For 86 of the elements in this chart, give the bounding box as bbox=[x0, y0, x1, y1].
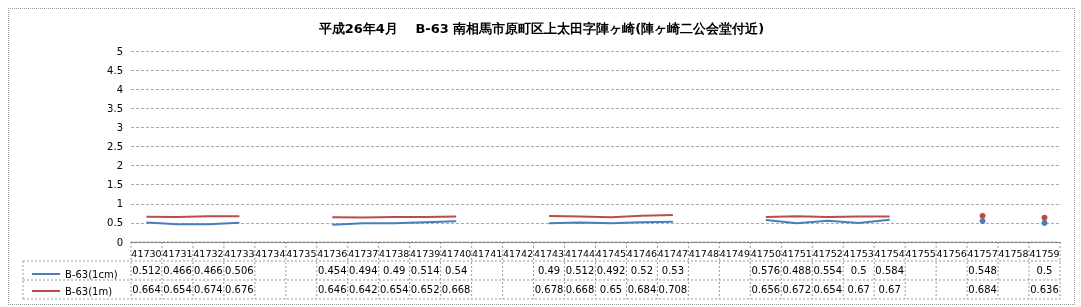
data-label: 0.466 bbox=[194, 265, 223, 276]
data-label: 0.678 bbox=[534, 284, 564, 295]
x-tick-label: 41757 bbox=[967, 247, 998, 259]
data-label: 0.654 bbox=[163, 284, 192, 295]
x-tick-label: 41751 bbox=[781, 247, 812, 259]
x-tick-label: 41733 bbox=[224, 247, 255, 259]
x-tick-label: 41746 bbox=[626, 247, 658, 259]
x-tick-label: 41756 bbox=[936, 247, 967, 259]
data-label: 0.636 bbox=[1030, 284, 1059, 295]
x-tick-label: 41748 bbox=[688, 247, 719, 259]
x-tick-label: 41732 bbox=[193, 247, 224, 259]
y-tick-label: 4 bbox=[116, 83, 123, 95]
x-tick-label: 41754 bbox=[874, 247, 905, 259]
data-label: 0.488 bbox=[782, 265, 812, 276]
y-tick-label: 3.5 bbox=[107, 102, 123, 114]
y-tick-label: 5 bbox=[116, 45, 123, 57]
data-label: 0.674 bbox=[194, 284, 223, 295]
data-label: 0.646 bbox=[317, 284, 347, 295]
y-tick-label: 3 bbox=[116, 121, 123, 133]
x-tick-label: 41741 bbox=[472, 247, 503, 259]
y-tick-label: 0.5 bbox=[107, 217, 123, 229]
data-label: 0.654 bbox=[379, 284, 409, 295]
data-label: 0.67 bbox=[847, 284, 870, 295]
x-tick-label: 41745 bbox=[595, 247, 627, 259]
data-label: 0.576 bbox=[751, 265, 781, 276]
data-label: 0.514 bbox=[410, 265, 440, 276]
chart-title: 平成26年4月 B-63 南相馬市原町区上太田字陣ヶ崎(陣ヶ崎二公会堂付近) bbox=[317, 21, 765, 36]
x-tick-label: 41731 bbox=[162, 247, 193, 259]
data-label: 0.652 bbox=[410, 284, 440, 295]
data-label: 0.506 bbox=[225, 265, 254, 276]
data-label: 0.642 bbox=[348, 284, 378, 295]
data-label: 0.67 bbox=[878, 284, 901, 295]
data-label: 0.664 bbox=[132, 284, 161, 295]
x-tick-label: 41755 bbox=[905, 247, 936, 259]
data-label: 0.512 bbox=[565, 265, 595, 276]
data-label: 0.676 bbox=[225, 284, 254, 295]
y-tick-label: 1 bbox=[116, 198, 123, 210]
y-tick-label: 2.5 bbox=[107, 141, 123, 152]
x-tick-label: 41758 bbox=[998, 247, 1029, 259]
data-label: 0.684 bbox=[627, 284, 657, 295]
data-label: 0.554 bbox=[813, 265, 843, 276]
data-label: 0.65 bbox=[599, 284, 623, 295]
y-tick-label: 2 bbox=[116, 160, 123, 172]
data-label: 0.512 bbox=[132, 265, 161, 276]
data-label: 0.52 bbox=[630, 265, 654, 276]
data-label: 0.668 bbox=[565, 284, 595, 295]
x-tick-label: 41736 bbox=[317, 247, 348, 259]
data-label: 0.654 bbox=[813, 284, 843, 295]
x-tick-label: 41740 bbox=[441, 247, 472, 259]
data-label: 0.584 bbox=[875, 265, 904, 276]
data-label: 0.54 bbox=[445, 265, 468, 276]
data-label: 0.454 bbox=[317, 265, 347, 276]
x-tick-label: 41738 bbox=[379, 247, 410, 259]
x-tick-label: 41747 bbox=[657, 247, 689, 259]
x-tick-label: 41744 bbox=[564, 247, 596, 259]
data-label: 0.5 bbox=[850, 265, 867, 276]
y-tick-label: 4.5 bbox=[107, 64, 123, 76]
data-label: 0.548 bbox=[968, 265, 997, 276]
x-tick-label: 41753 bbox=[843, 247, 874, 259]
data-label: 0.49 bbox=[537, 265, 561, 276]
x-tick-label: 41737 bbox=[348, 247, 379, 259]
data-label: 0.53 bbox=[661, 265, 685, 276]
data-label: 0.708 bbox=[658, 284, 688, 295]
data-label: 0.466 bbox=[163, 265, 192, 276]
legend-label: B-63(1m) bbox=[65, 285, 113, 297]
data-label: 0.684 bbox=[968, 284, 997, 295]
x-tick-label: 41743 bbox=[533, 247, 565, 259]
data-label: 0.656 bbox=[751, 284, 781, 295]
data-label: 0.494 bbox=[348, 265, 378, 276]
x-tick-label: 41750 bbox=[750, 247, 781, 259]
data-label: 0.672 bbox=[782, 284, 812, 295]
data-label: 0.5 bbox=[1036, 265, 1053, 276]
data-label: 0.668 bbox=[441, 284, 471, 295]
y-tick-label: 1.5 bbox=[107, 179, 123, 191]
x-tick-label: 41742 bbox=[502, 247, 534, 259]
x-tick-label: 41730 bbox=[131, 247, 162, 259]
data-label: 0.49 bbox=[383, 265, 406, 276]
x-tick-label: 41759 bbox=[1029, 247, 1060, 259]
data-label: 0.492 bbox=[596, 265, 626, 276]
x-tick-label: 41735 bbox=[286, 247, 317, 259]
x-tick-label: 41749 bbox=[719, 247, 750, 259]
x-tick-label: 41752 bbox=[812, 247, 843, 259]
y-tick-label: 0 bbox=[116, 236, 123, 248]
legend-label: B-63(1cm) bbox=[65, 268, 118, 280]
x-tick-label: 41739 bbox=[410, 247, 441, 259]
x-tick-label: 41734 bbox=[255, 247, 286, 259]
